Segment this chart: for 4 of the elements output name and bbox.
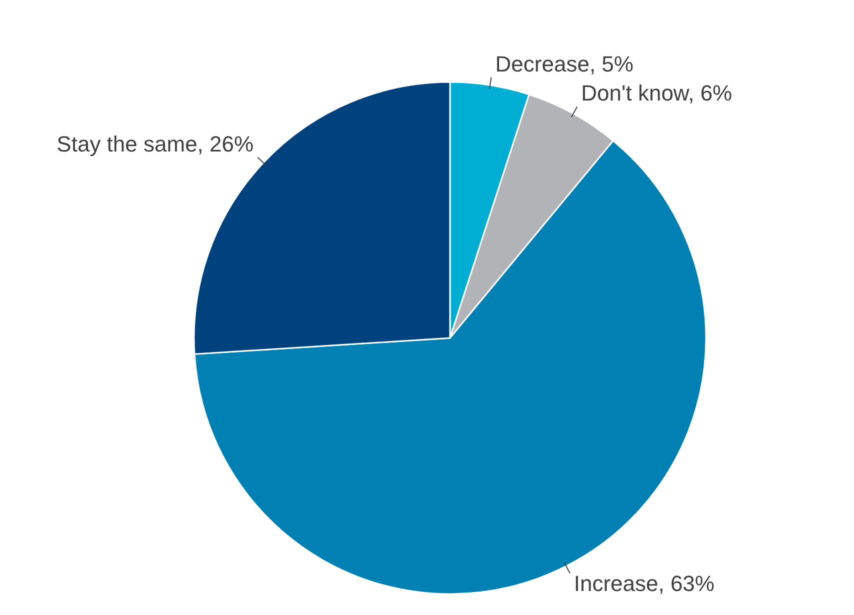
slice-label: Don't know, 6% — [581, 80, 732, 106]
slice-label: Decrease, 5% — [495, 51, 634, 76]
slice-label: Increase, 63% — [574, 571, 714, 596]
slice-label: Stay the same, 26% — [56, 131, 254, 156]
